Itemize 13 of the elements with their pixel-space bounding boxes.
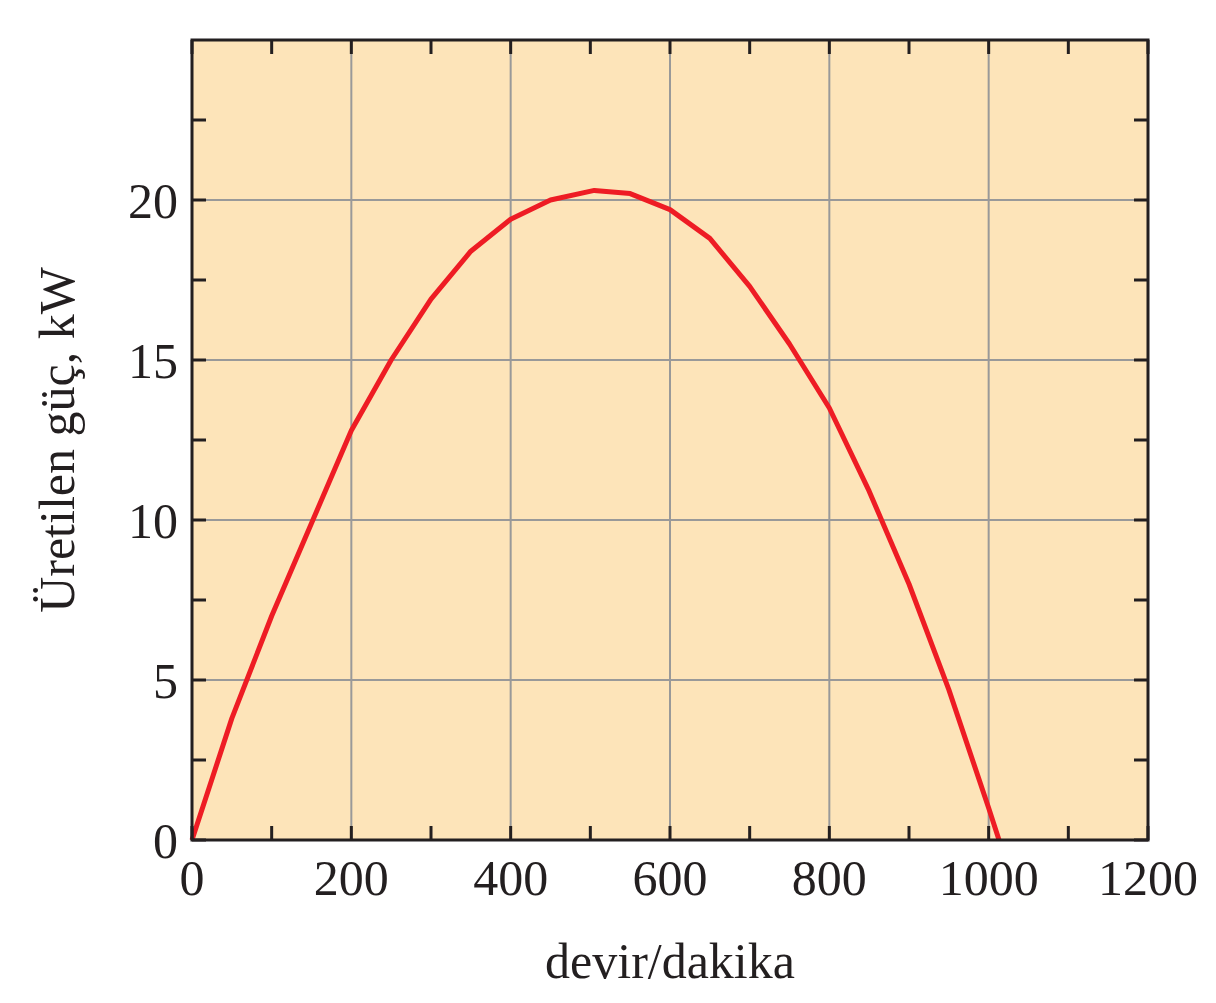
y-axis-title: Üretilen güç, kW [29,266,85,613]
y-tick-label: 20 [128,172,178,229]
x-axis-title: devir/dakika [545,933,795,989]
y-tick-label: 0 [153,812,178,869]
x-tick-label: 800 [791,850,867,906]
x-tick-label: 200 [313,850,389,906]
x-tick-label: 600 [632,850,708,906]
x-tick-label: 1000 [938,850,1039,906]
y-tick-label: 5 [153,652,178,709]
x-tick-label: 1200 [1098,850,1198,906]
y-tick-label: 15 [128,332,178,389]
x-tick-label: 400 [473,850,549,906]
y-tick-label: 10 [128,492,178,549]
